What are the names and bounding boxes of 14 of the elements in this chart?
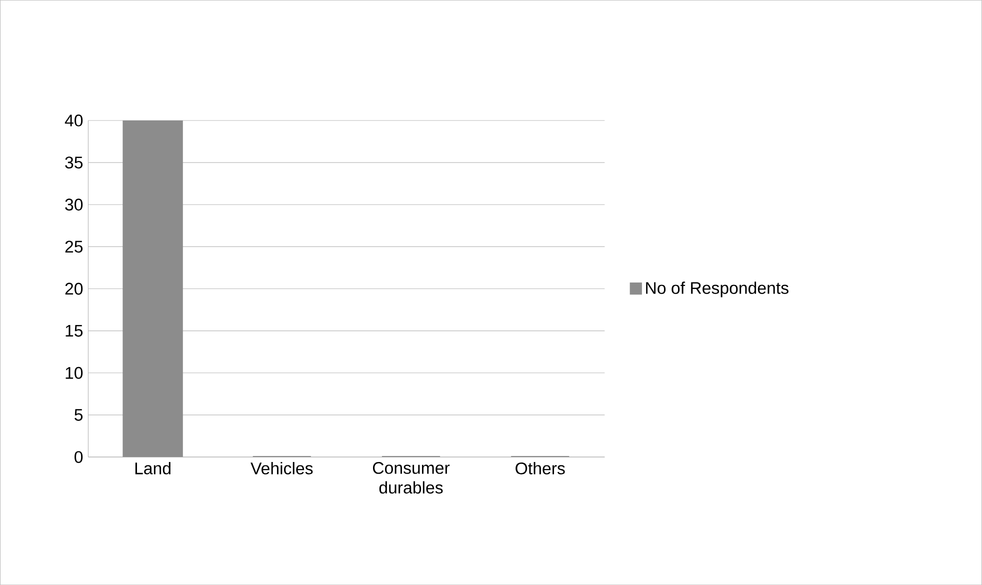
y-tick-label: 0 [74,450,83,463]
y-tick-label: 35 [65,156,83,168]
y-tick-label: 15 [66,324,83,337]
x-tick-label: Others [516,462,565,474]
y-tick-label: 40 [64,114,83,126]
y-tick-label: 5 [74,408,83,421]
y-tick-label: 25 [65,240,83,253]
y-tick-label: 10 [66,366,83,379]
legend-label: No of Respondents [646,281,788,298]
x-tick-label: Land [135,462,170,474]
x-tick-label: Vehicles [250,462,313,474]
y-tick-label: 30 [65,198,83,210]
x-tick-label: Consumer durables [372,462,450,494]
y-tick-label: 20 [65,282,83,295]
